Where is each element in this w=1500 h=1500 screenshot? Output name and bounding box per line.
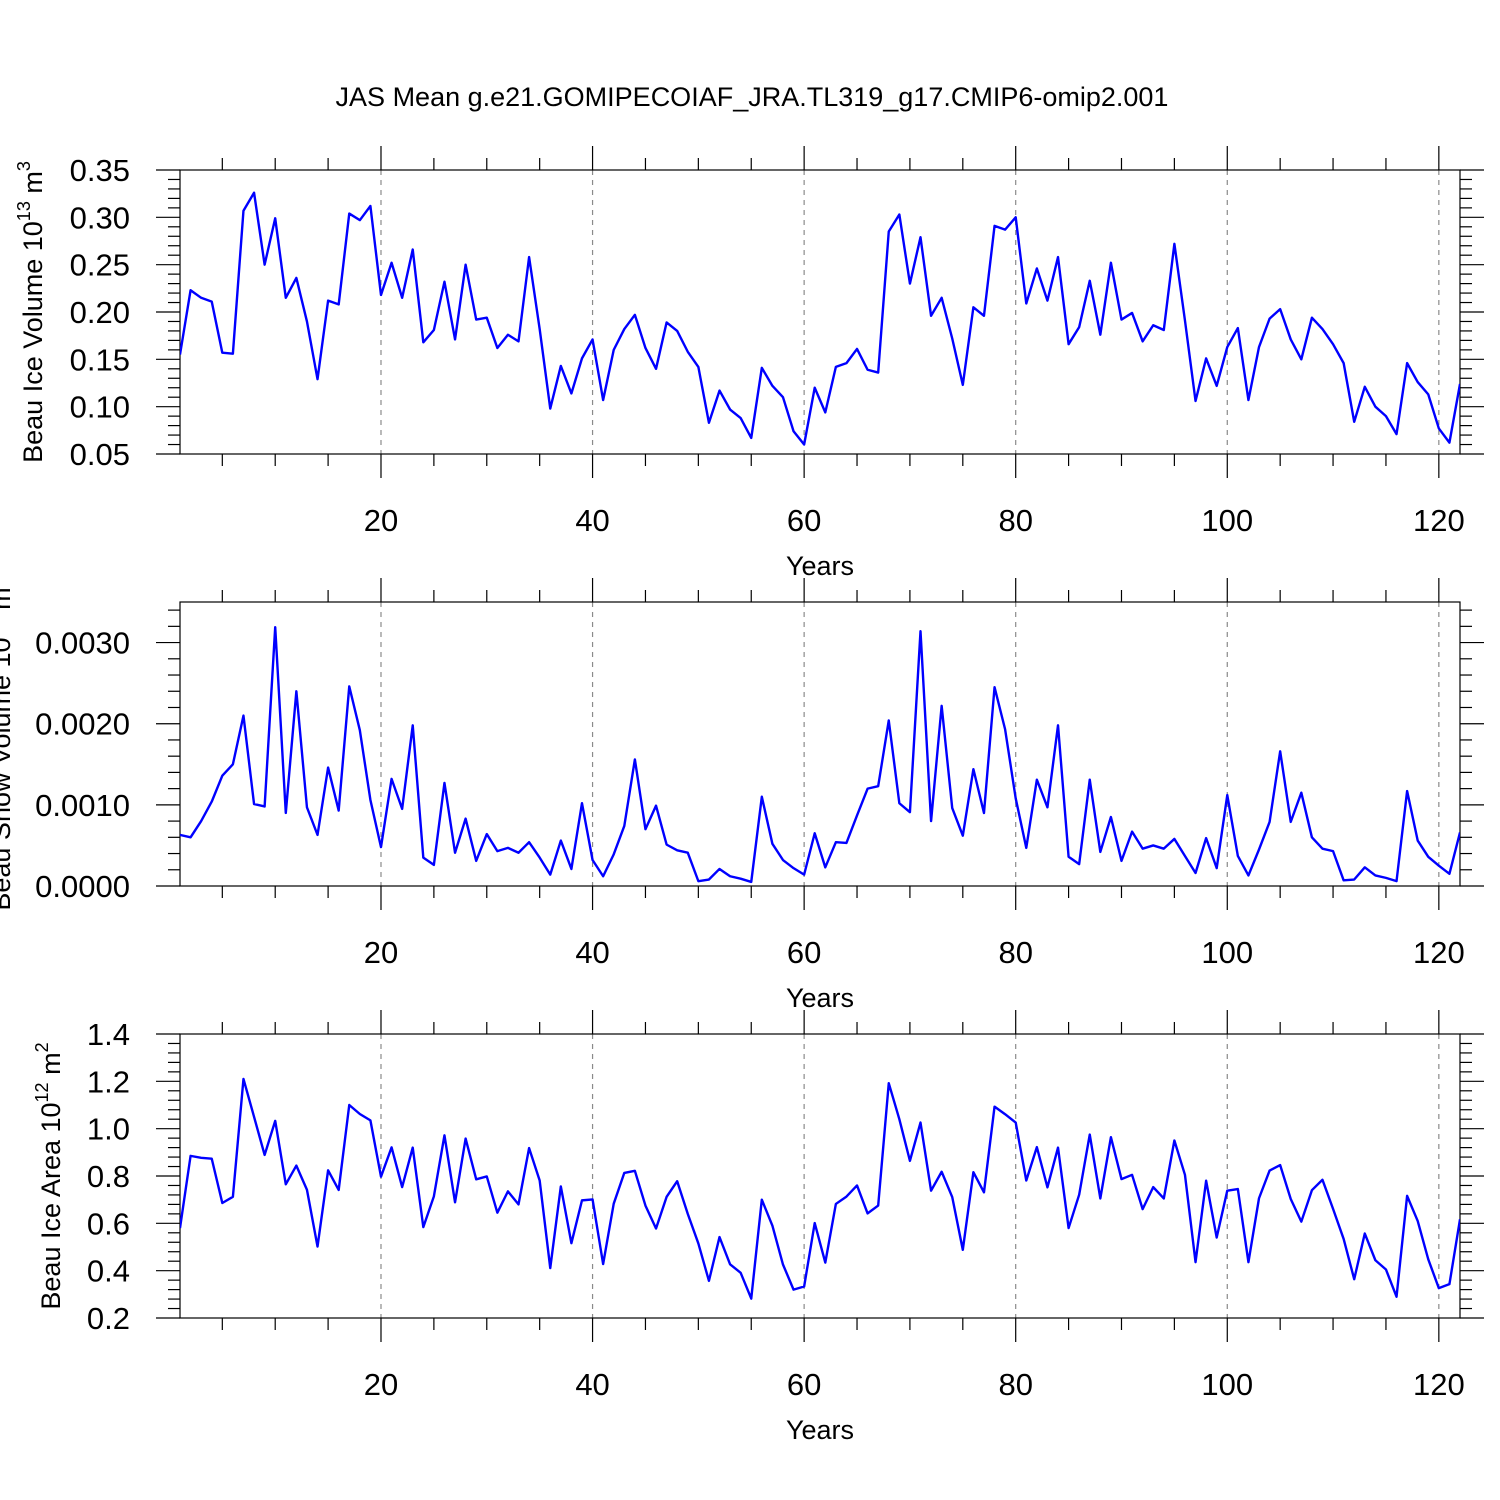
x-tick-label: 40 bbox=[575, 1367, 609, 1402]
x-tick-label: 60 bbox=[787, 503, 821, 538]
y-tick-label: 0.25 bbox=[70, 248, 130, 283]
x-axis-label: Years bbox=[786, 983, 854, 1013]
x-tick-label: 80 bbox=[998, 935, 1032, 970]
y-tick-label: 0.20 bbox=[70, 295, 130, 330]
x-axis-label: Years bbox=[786, 551, 854, 581]
x-tick-label: 80 bbox=[998, 1367, 1032, 1402]
y-tick-label: 0.2 bbox=[87, 1301, 130, 1336]
series-line bbox=[180, 625, 1460, 884]
y-axis-label: Beau Ice Area 1012 m2 bbox=[32, 1042, 66, 1309]
y-tick-label: 0.4 bbox=[87, 1254, 130, 1289]
chart-panel-3: 20 40 60 80 100 120 0.2 0.4 0.6 0.8 1.0 1.2 1.4 Years… bbox=[32, 1010, 1484, 1445]
x-tick-label: 20 bbox=[364, 503, 398, 538]
y-tick-label: 0.35 bbox=[70, 153, 130, 188]
series-line bbox=[180, 191, 1460, 446]
x-tick-label: 120 bbox=[1413, 503, 1465, 538]
plot-frame bbox=[179, 601, 1461, 887]
y-tick-label: 0.0000 bbox=[35, 869, 130, 904]
series-line bbox=[180, 1077, 1460, 1300]
y-tick-label: 0.0030 bbox=[35, 626, 130, 661]
y-tick-label: 0.0010 bbox=[35, 788, 130, 823]
x-axis-label: Years bbox=[786, 1415, 854, 1445]
x-tick-label: 80 bbox=[998, 503, 1032, 538]
y-tick-label: 1.4 bbox=[87, 1017, 130, 1052]
x-tick-label: 120 bbox=[1413, 935, 1465, 970]
x-tick-label: 100 bbox=[1201, 503, 1253, 538]
x-tick-label: 100 bbox=[1201, 935, 1253, 970]
chart-title: JAS Mean g.e21.GOMIPECOIAF_JRA.TL319_g17… bbox=[336, 82, 1169, 112]
y-tick-label: 1.2 bbox=[87, 1064, 130, 1099]
y-tick-label: 0.0020 bbox=[35, 707, 130, 742]
x-tick-label: 60 bbox=[787, 1367, 821, 1402]
y-axis-label: Beau Ice Volume 1013 m3 bbox=[14, 161, 48, 463]
y-tick-label: 0.30 bbox=[70, 200, 130, 235]
x-tick-label: 40 bbox=[575, 503, 609, 538]
y-tick-label: 0.8 bbox=[87, 1159, 130, 1194]
x-tick-label: 40 bbox=[575, 935, 609, 970]
y-tick-label: 1.0 bbox=[87, 1112, 130, 1147]
x-tick-label: 20 bbox=[364, 935, 398, 970]
y-tick-label: 0.05 bbox=[70, 437, 130, 472]
chart-panel-1: 20 40 60 80 100 120 0.05 0.10 0.15 0.20 0.25 0.30 0.… bbox=[14, 146, 1484, 581]
y-tick-label: 0.15 bbox=[70, 342, 130, 377]
y-axis-label: Beau Snow Volume 1013 m3 bbox=[0, 577, 16, 910]
y-tick-label: 0.6 bbox=[87, 1206, 130, 1241]
x-tick-label: 20 bbox=[364, 1367, 398, 1402]
x-tick-label: 100 bbox=[1201, 1367, 1253, 1402]
x-tick-label: 120 bbox=[1413, 1367, 1465, 1402]
y-tick-label: 0.10 bbox=[70, 390, 130, 425]
x-tick-label: 60 bbox=[787, 935, 821, 970]
chart-panel-2: 20 40 60 80 100 120 0.0000 0.0010 0.0020 0.0030 Ye… bbox=[0, 577, 1484, 1013]
